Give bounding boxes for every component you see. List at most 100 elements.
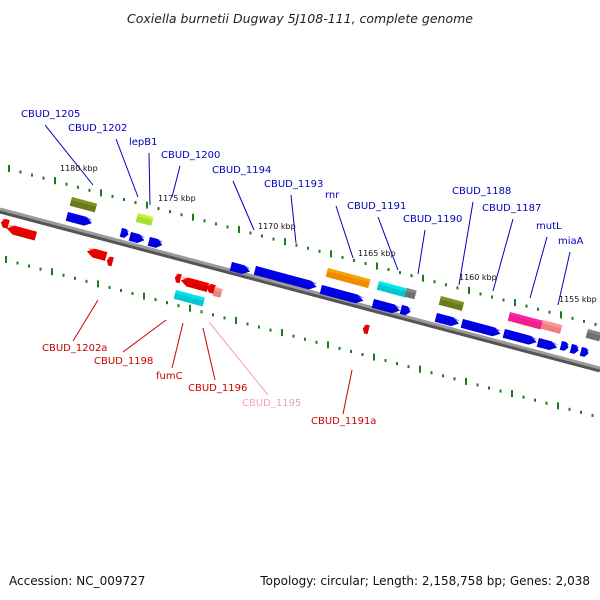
gene-fumC-box-highlight [175,290,205,301]
inner-tick-mark [74,276,76,280]
outer-tick-mark [192,213,194,221]
leader-line [557,251,571,306]
gene-CBUD-1191-box-highlight [378,281,408,292]
outer-tick-mark [318,249,321,253]
outer-tick-mark [295,243,298,247]
gene-arrow-highlight [436,313,460,321]
leader-line [115,138,139,198]
outer-tick-mark [353,258,355,262]
gene-label-top: CBUD_1205 [21,109,80,120]
outer-tick-mark [8,165,10,172]
outer-tick-mark [410,274,413,278]
outer-tick-mark [537,307,539,311]
outer-tick-mark [548,310,551,314]
outer-tick-mark [180,213,183,217]
outer-tick-mark [491,295,493,299]
inner-tick-mark [131,292,134,296]
inner-tick-mark [522,395,525,399]
inner-tick-mark [235,316,237,324]
gene-label-top: CBUD_1188 [452,186,511,197]
inner-tick-mark [154,298,157,302]
inner-tick-mark [39,267,42,271]
gene-arrow [119,228,130,238]
gene-CBUD-1202a-arrow [86,248,108,261]
outer-tick-mark [226,225,229,229]
gene-arrow [147,237,164,248]
inner-tick-mark [327,341,329,349]
outer-tick-mark [479,292,482,296]
gene-arrow-highlight [587,329,600,336]
inner-tick-mark [292,334,295,338]
gene-arrow-highlight [149,237,164,243]
gene-CBUD-1198-arrow [180,277,210,292]
outer-tick-mark [468,286,470,294]
outer-tick-mark [376,262,378,270]
gene-label-top: CBUD_1200 [161,150,220,161]
gene-arrow [559,341,570,351]
inner-tick-mark [85,279,88,283]
outer-tick-mark [560,311,562,319]
inner-tick-mark [16,261,19,265]
gene-arrow-highlight [406,288,417,294]
kbp-label: 1170 kbp [258,222,296,231]
inner-tick-mark [465,377,467,385]
leader-line [529,236,548,299]
inner-tick-mark [120,288,122,292]
gene-label-bottom: CBUD_1195 [242,398,301,409]
leader-line [171,165,181,198]
gene-arrow-highlight [538,338,558,345]
outer-tick-mark [330,250,332,258]
outer-tick-mark [525,304,528,308]
gene-label-top: CBUD_1193 [264,179,323,190]
inner-tick-mark [591,413,594,417]
gene-arrow-highlight [561,341,570,346]
inner-tick-mark [534,398,536,402]
gene-CBUD-1205-box-highlight [71,197,98,207]
gene-CBUD-1202a-arrow-highlight [87,248,108,256]
gene-arrow-highlight [542,320,563,329]
outer-tick-mark [514,299,516,307]
gene-label-top: CBUD_1190 [403,214,462,225]
outer-tick-mark [399,271,401,275]
gene-label-bottom: CBUD_1198 [94,356,153,367]
gene-arrow [434,313,460,327]
gene-mutL-box-highlight [509,312,543,324]
outer-tick-mark [88,188,91,192]
gene-arrow [6,225,37,241]
gene-arrow-highlight [214,287,223,293]
leader-line [335,205,354,259]
outer-tick-mark [157,207,160,211]
outer-tick-mark [146,201,148,209]
accession-text: Accession: NC_009727 [9,574,145,588]
gene-arrow [174,273,182,284]
gene-arrow [206,283,216,294]
inner-tick-mark [545,401,548,405]
inner-tick-mark [361,352,364,356]
gene-label-top: CBUD_1194 [212,165,271,176]
outer-tick-mark [364,261,367,265]
gene-arrow-highlight [504,329,538,340]
leader-line [492,218,514,292]
inner-tick-mark [189,304,191,312]
kbp-label: 1180 kbp [60,164,98,173]
gene-label-bottom: fumC [156,371,183,382]
gene-CBUD-1191-box [376,281,408,298]
outer-tick-mark [169,210,171,214]
inner-tick-mark [304,337,306,341]
inner-tick-mark [258,325,260,329]
inner-tick-mark [338,346,341,350]
inner-tick-mark [419,365,421,373]
outer-tick-mark [31,173,33,177]
outer-tick-mark [284,238,286,246]
outer-tick-mark [594,322,597,326]
gene-arrow-highlight [121,228,130,233]
gene-CBUD-1205-box [69,197,98,213]
inner-tick-mark [97,280,99,288]
outer-tick-mark [65,182,68,186]
leader-line [171,322,184,369]
inner-tick-mark [177,304,180,308]
inner-tick-mark [511,390,513,398]
inner-tick-mark [580,410,582,414]
